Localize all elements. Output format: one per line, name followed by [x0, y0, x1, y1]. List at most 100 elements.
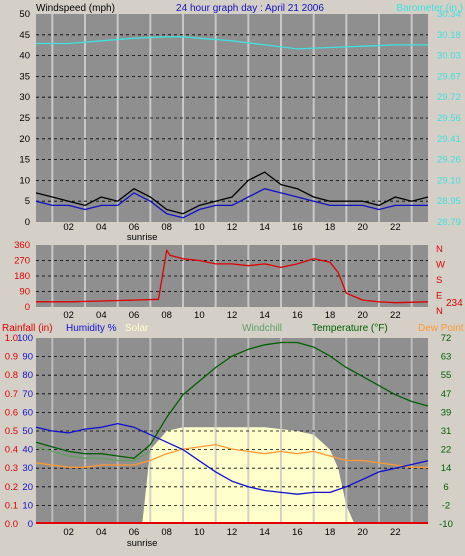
wind-tick-label: 45 [19, 30, 30, 41]
wind-speed-line [35, 188, 428, 219]
temperature-tick-label: 31 [441, 426, 452, 437]
direction-x-tick-label: 16 [292, 310, 303, 321]
rain-tick-label: 0.3 [5, 463, 18, 474]
current-direction-value: 234 [446, 298, 463, 309]
direction-x-tick-label: 10 [194, 310, 205, 321]
compass-label: N [436, 244, 443, 255]
direction-tick-label: 90 [19, 287, 30, 298]
direction-x-tick-label: 20 [357, 310, 368, 321]
temperature-x-tick-label: 06 [129, 527, 140, 538]
temperature-tick-label: 39 [441, 407, 452, 418]
temperature-line [35, 341, 429, 459]
barometer-tick-label: 30.18 [437, 30, 461, 41]
temperature-x-tick-label: 16 [292, 527, 303, 538]
wind-direction-line [36, 249, 429, 304]
barometer-tick-label: 29.41 [437, 134, 461, 145]
direction-tick-label: 180 [14, 271, 30, 282]
temperature-x-tick-label: 10 [194, 527, 205, 538]
temperature-tick-label: 55 [441, 370, 452, 381]
humidity-tick-label: 50 [22, 426, 33, 437]
wind-x-tick-label: 12 [227, 222, 238, 233]
dewpoint-line [35, 443, 428, 468]
barometer-tick-label: 30.34 [437, 9, 461, 20]
temperature-tick-label: 47 [441, 389, 452, 400]
humidity-tick-label: 0 [28, 519, 33, 530]
wind-x-tick-label: 10 [194, 222, 205, 233]
barometer-tick-label: 29.87 [437, 71, 461, 82]
humidity-tick-label: 100 [17, 333, 33, 344]
wind-tick-label: 40 [19, 51, 30, 62]
compass-label: N [436, 306, 443, 317]
direction-x-tick-label: 08 [161, 310, 172, 321]
temperature-x-tick-label: 08 [161, 527, 172, 538]
wind-axis-title: Windspeed (mph) [36, 3, 115, 14]
legend-dewpoint: Dew Point [418, 323, 464, 334]
wind-tick-label: 15 [19, 155, 30, 166]
rain-tick-label: 0.1 [5, 500, 18, 511]
barometer-tick-label: 28.79 [437, 217, 461, 228]
barometer-tick-label: 28.95 [437, 196, 461, 207]
direction-x-tick-label: 18 [325, 310, 336, 321]
temperature-tick-label: 72 [441, 333, 452, 344]
rain-tick-label: 0.2 [5, 482, 18, 493]
direction-x-tick-label: 04 [96, 310, 107, 321]
rain-tick-label: 0.6 [5, 407, 18, 418]
temperature-x-tick-label: 20 [357, 527, 368, 538]
compass-label: E [436, 291, 442, 302]
humidity-tick-label: 30 [22, 463, 33, 474]
barometer-tick-label: 29.26 [437, 155, 461, 166]
rain-tick-label: 0.9 [5, 352, 18, 363]
temperature-tick-label: 22 [441, 445, 452, 456]
wind-tick-label: 0 [25, 217, 30, 228]
rain-tick-label: 0.0 [5, 519, 18, 530]
page-title: 24 hour graph day : April 21 2006 [176, 3, 324, 14]
wind-x-tick-label: 14 [259, 222, 270, 233]
temperature-x-tick-label: 12 [227, 527, 238, 538]
wind-tick-label: 10 [19, 175, 30, 186]
humidity-tick-label: 90 [22, 352, 33, 363]
wind-x-tick-label: 06 [129, 222, 140, 233]
direction-tick-label: 270 [14, 256, 30, 267]
rain-tick-label: 1.0 [5, 333, 18, 344]
wind-x-tick-label: 22 [390, 222, 401, 233]
wind-tick-label: 20 [19, 134, 30, 145]
wind-x-tick-label: 04 [96, 222, 107, 233]
windchill-line [35, 446, 151, 462]
direction-x-tick-label: 14 [259, 310, 270, 321]
solar-area [36, 427, 428, 524]
wind-tick-label: 50 [19, 9, 30, 20]
axis-labels: 0 5 10 15 20 25 30 35 40 45 50 28.79 28.95 29.10 29.26… [5, 9, 461, 549]
temperature-x-tick-label: 18 [325, 527, 336, 538]
legend-humidity: Humidity % [66, 323, 117, 334]
direction-x-tick-label: 02 [63, 310, 74, 321]
barometer-tick-label: 29.56 [437, 113, 461, 124]
plot-bg-wind [36, 14, 428, 222]
plot-bg-direction [36, 245, 428, 307]
sunrise-label: sunrise [127, 232, 158, 243]
wind-tick-label: 35 [19, 71, 30, 82]
sunrise-label: sunrise [127, 538, 158, 549]
legend-rainfall: Rainfall (in) [2, 323, 53, 334]
direction-tick-label: 360 [14, 240, 30, 251]
barometer-tick-label: 29.72 [437, 92, 461, 103]
humidity-tick-label: 70 [22, 389, 33, 400]
direction-x-tick-label: 06 [129, 310, 140, 321]
barometer-line [36, 36, 428, 50]
wind-x-tick-label: 16 [292, 222, 303, 233]
temperature-tick-label: 14 [441, 463, 452, 474]
barometer-tick-label: 30.03 [437, 51, 461, 62]
temperature-x-tick-label: 22 [390, 527, 401, 538]
direction-tick-label: 0 [25, 302, 30, 313]
rain-tick-label: 0.5 [5, 426, 18, 437]
wind-x-tick-label: 08 [161, 222, 172, 233]
humidity-line [35, 422, 429, 495]
rain-tick-label: 0.4 [5, 445, 18, 456]
humidity-tick-label: 20 [22, 482, 33, 493]
barometer-tick-label: 29.10 [437, 175, 461, 186]
direction-x-tick-label: 12 [227, 310, 238, 321]
rain-tick-label: 0.7 [5, 389, 18, 400]
humidity-tick-label: 40 [22, 445, 33, 456]
temperature-x-tick-label: 14 [259, 527, 270, 538]
compass-label: W [436, 260, 445, 271]
